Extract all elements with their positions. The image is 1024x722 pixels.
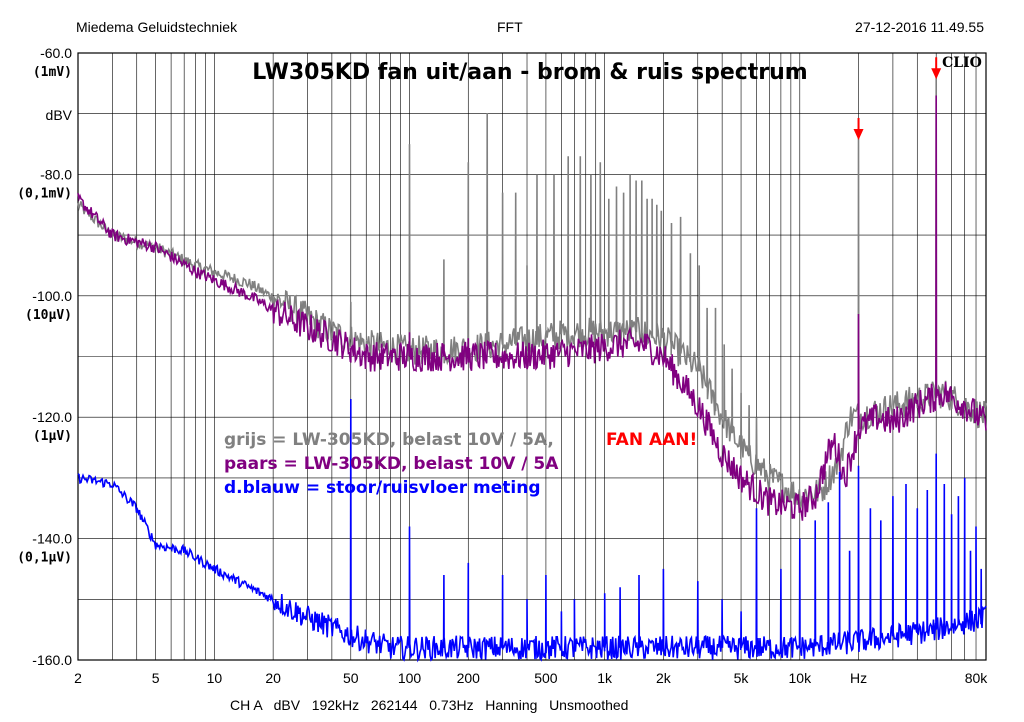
x-tick-label: Hz (850, 670, 867, 686)
x-tick-label: 50 (343, 670, 359, 686)
x-tick-label: 5 (152, 670, 160, 686)
header-right: 27-12-2016 11.49.55 (855, 19, 984, 35)
legend-entry: d.blauw = stoor/ruisvloer meting (224, 478, 541, 498)
series-group (77, 77, 987, 663)
y-tick-sublabel: (0,1µV) (17, 551, 72, 566)
x-tick-label: 1k (597, 670, 613, 686)
x-tick-label: 20 (265, 670, 281, 686)
y-tick-label: -60.0 (40, 45, 72, 61)
legend: grijs = LW-305KD, belast 10V / 5A, FAN AA… (224, 430, 697, 498)
y-tick-sublabel: (1mV) (33, 65, 72, 80)
y-tick-sublabel: (10µV) (25, 308, 72, 323)
legend-entry: grijs = LW-305KD, belast 10V / 5A, (224, 430, 554, 450)
y-tick-label: -80.0 (40, 166, 72, 182)
legend-entry: paars = LW-305KD, belast 10V / 5A (224, 454, 559, 474)
header-center: FFT (497, 19, 523, 35)
y-tick-label: -140.0 (32, 531, 72, 547)
marker-arrow-head (853, 128, 864, 140)
header-left: Miedema Geluidstechniek (76, 19, 238, 35)
y-tick-label: -100.0 (32, 288, 72, 304)
marker-group (853, 57, 942, 140)
series-line-1 (77, 95, 987, 521)
legend-highlight: FAN AAN! (606, 430, 697, 450)
y-tick-sublabel: (1µV) (33, 429, 72, 444)
x-tick-label: 10 (207, 670, 223, 686)
series-line-2 (77, 398, 987, 663)
x-axis-labels: 2 5 10 20 50 100 200 500 1k 2k 5k 10k Hz 80k (74, 670, 988, 686)
x-tick-label: 10k (789, 670, 813, 686)
x-tick-label: 100 (398, 670, 422, 686)
x-tick-label: 5k (734, 670, 750, 686)
clio-logo: CLIO (942, 55, 982, 71)
y-tick-label: -160.0 (32, 652, 72, 668)
series-line-0 (77, 77, 987, 511)
chart-title: LW305KD fan uit/aan - brom & ruis spectr… (252, 60, 807, 85)
y-tick-label: -120.0 (32, 409, 72, 425)
x-tick-label: 200 (457, 670, 481, 686)
x-tick-label: 2k (656, 670, 672, 686)
x-tick-label: 80k (965, 670, 989, 686)
y-axis-labels: -60.0 (1mV) -80.0 (0,1mV) -100.0 (10µV) -120.0… (17, 45, 72, 668)
x-tick-label: 500 (534, 670, 558, 686)
x-tick-label: 2 (74, 670, 82, 686)
marker-arrow-head (931, 68, 942, 80)
y-axis-unit: dBV (46, 107, 73, 123)
y-tick-sublabel: (0,1mV) (17, 186, 72, 201)
footer-settings: CH A dBV 192kHz 262144 0.73Hz Hanning Un… (230, 697, 629, 713)
